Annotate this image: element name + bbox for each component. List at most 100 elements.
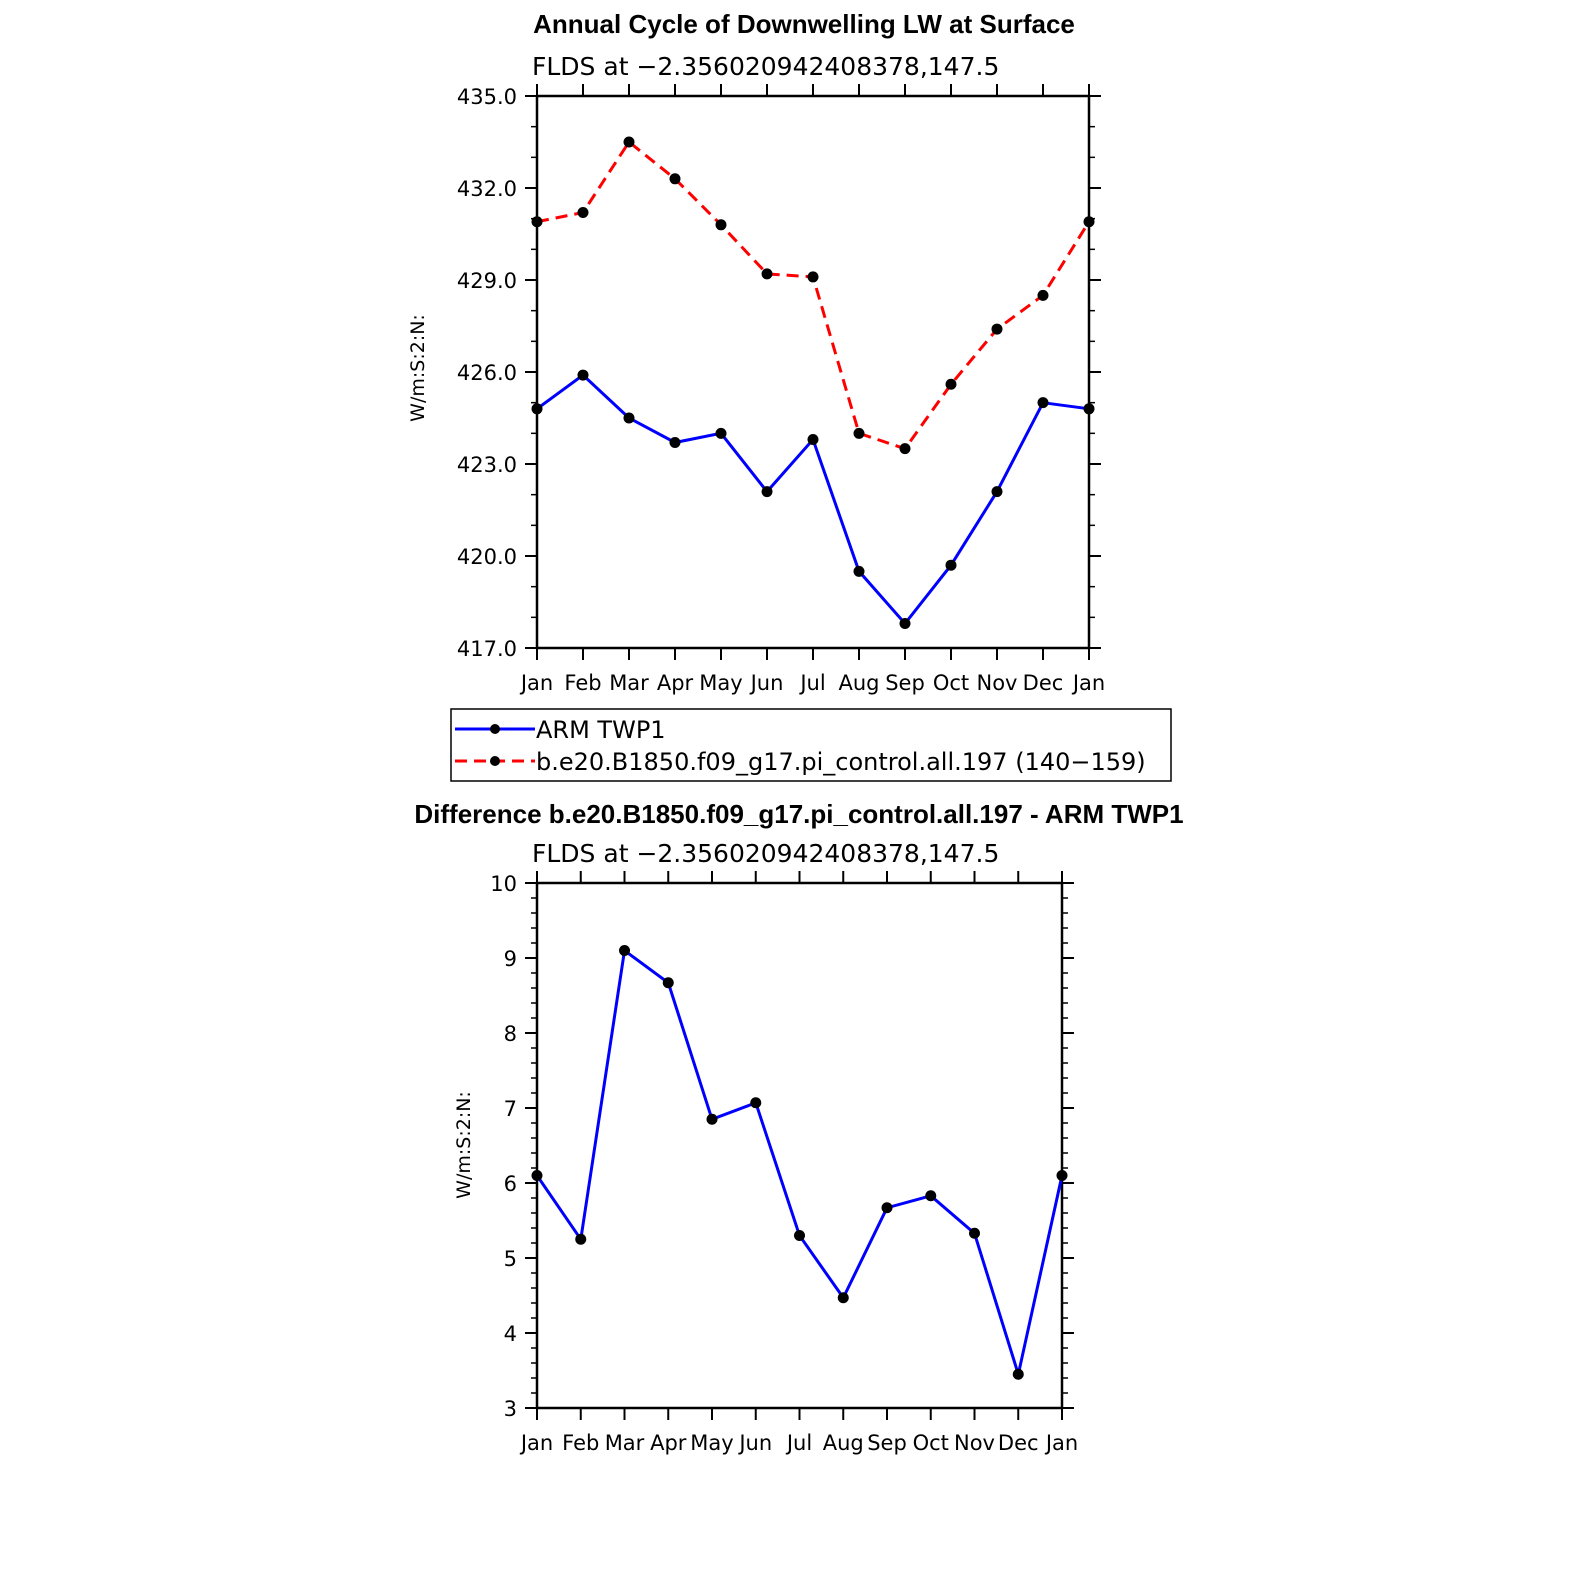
chart1-series-0-point <box>1037 397 1049 409</box>
chart1-series-0-point <box>991 486 1003 498</box>
chart1-subtitle: FLDS at −2.356020942408378,147.5 <box>532 52 999 81</box>
chart2-y-tick-label: 10 <box>490 872 517 896</box>
chart1-series-1-point <box>945 378 957 390</box>
chart1-series-0-point <box>807 433 819 445</box>
chart2-series-0-point <box>619 945 630 956</box>
chart1-series-0-point <box>531 403 543 415</box>
chart2-frame <box>535 881 1064 1410</box>
chart1-frame <box>535 94 1091 650</box>
chart1-y-tick-label: 423.0 <box>457 453 517 477</box>
chart2-x-tick-label: Aug <box>823 1431 864 1455</box>
chart1-x-tick-label: Nov <box>977 671 1018 695</box>
chart2-x-tick-label: May <box>690 1431 733 1455</box>
chart1-x-tick-label: Jun <box>749 671 784 695</box>
chart2-x-tick-label: Nov <box>954 1431 995 1455</box>
chart1-series-0-point <box>945 559 957 571</box>
chart1-series-0-point <box>853 565 865 577</box>
chart1-y-tick-label: 432.0 <box>457 177 517 201</box>
chart1-y-tick-label: 420.0 <box>457 545 517 569</box>
chart1-x-tick-label: Jul <box>798 671 825 695</box>
chart2-series-0-point <box>531 1170 543 1181</box>
chart1-x-tick-label: Aug <box>838 671 879 695</box>
chart1-series-0-point <box>577 369 589 381</box>
chart2-series-0-point <box>837 1292 849 1304</box>
chart1-series-1-point <box>531 216 543 228</box>
chart2-series-0-point <box>706 1113 718 1125</box>
chart1-series-1-point <box>899 443 911 455</box>
chart2-x-tick-label: Dec <box>998 1431 1039 1455</box>
chart2-series-0-point <box>575 1233 587 1245</box>
chart1-y-tick-label: 429.0 <box>457 269 517 293</box>
chart2-title: Difference b.e20.B1850.f09_g17.pi_contro… <box>414 799 1183 829</box>
chart2-series-0-point <box>1012 1368 1024 1380</box>
chart1-x-tick-label: Jan <box>519 671 553 695</box>
chart2-y-tick-label: 3 <box>504 1397 517 1421</box>
chart1-plot: Jan Feb Mar Apr May Jun Jul Aug Sep Oct Nov Dec Jan4… <box>457 84 1105 695</box>
chart1-series-1-point <box>1037 289 1049 301</box>
chart1-x-tick-label: Oct <box>933 671 969 695</box>
chart1-series-0-point <box>623 412 635 424</box>
chart2-series-0-point <box>1056 1170 1068 1181</box>
chart2-y-tick-label: 4 <box>504 1322 517 1346</box>
chart2-x-tick-label: Feb <box>562 1431 599 1455</box>
chart1-series-1-point <box>853 427 865 439</box>
legend-marker-arm <box>490 724 500 734</box>
chart1-x-tick-label: Mar <box>609 671 649 695</box>
chart2-series-0-point <box>925 1190 937 1202</box>
chart2-y-tick-label: 8 <box>504 1022 517 1046</box>
chart1-x-tick-label: Dec <box>1023 671 1064 695</box>
chart2-series-0-point <box>662 977 674 989</box>
chart1-series-1-point <box>715 219 727 231</box>
chart2-y-axis-label: W/m:S:2:N: <box>453 1091 475 1199</box>
chart2-subtitle: FLDS at −2.356020942408378,147.5 <box>532 839 999 868</box>
chart1-series-0-point <box>899 617 911 629</box>
legend-label-arm: ARM TWP1 <box>536 716 666 744</box>
chart1-x-tick-label: Jan <box>1071 671 1105 695</box>
chart1-series-1-point <box>1083 216 1095 228</box>
chart2-x-tick-label: Jun <box>737 1431 772 1455</box>
chart2-y-tick-label: 9 <box>504 947 517 971</box>
chart1-x-tick-label: Apr <box>657 671 694 695</box>
chart1-y-axis-label: W/m:S:2:N: <box>407 314 429 422</box>
chart2-y-tick-label: 7 <box>504 1097 517 1121</box>
chart1-series-1-point <box>761 268 773 280</box>
chart2-series-0-point <box>750 1097 762 1109</box>
chart2-series-0-point <box>794 1230 805 1241</box>
chart2-x-tick-label: Jan <box>1044 1431 1078 1455</box>
chart2-x-tick-label: Jan <box>519 1431 553 1455</box>
chart2-x-tick-label: Jul <box>785 1431 812 1455</box>
chart2-x-tick-label: Sep <box>867 1431 907 1455</box>
chart2-y-tick-label: 6 <box>504 1172 517 1196</box>
chart1-series-1-point <box>623 136 635 148</box>
chart2-x-tick-label: Oct <box>913 1431 949 1455</box>
chart2-plot: Jan Feb Mar Apr May Jun Jul Aug Sep Oct Nov Dec Jan1… <box>490 871 1078 1455</box>
legend: ARM TWP1 b.e20.B1850.f09_g17.pi_control.… <box>450 708 1172 782</box>
chart1-series-1-line <box>536 139 1091 451</box>
chart1-y-tick-label: 417.0 <box>457 637 517 661</box>
chart2-series-0-line <box>535 947 1064 1381</box>
chart1-series-0-line <box>536 373 1090 626</box>
chart1-title: Annual Cycle of Downwelling LW at Surfac… <box>533 9 1075 39</box>
chart1-series-1-point <box>807 271 819 283</box>
legend-marker-model <box>490 756 500 766</box>
chart2-x-tick-label: Mar <box>605 1431 645 1455</box>
chart1-y-tick-label: 435.0 <box>457 85 517 109</box>
chart1-series-1-point <box>991 323 1003 335</box>
chart1-y-tick-label: 426.0 <box>457 361 517 385</box>
chart2-series-0-point <box>881 1202 893 1214</box>
chart1-x-tick-label: May <box>699 671 742 695</box>
chart1-series-0-point <box>715 427 727 439</box>
chart2-series-0-point <box>969 1227 980 1239</box>
chart1-series-0-point <box>1083 403 1095 415</box>
chart1-series-0-point <box>761 486 773 498</box>
chart1-series-0-point <box>669 437 681 449</box>
chart1-series-1-point <box>577 207 589 219</box>
legend-label-model: b.e20.B1850.f09_g17.pi_control.all.197 (… <box>536 748 1146 776</box>
chart2-x-tick-label: Apr <box>650 1431 687 1455</box>
legend-box <box>450 708 1172 782</box>
chart1-series-1-point <box>669 173 681 185</box>
chart1-x-tick-label: Feb <box>564 671 601 695</box>
chart1-x-tick-label: Sep <box>885 671 925 695</box>
chart2-y-tick-label: 5 <box>504 1247 517 1271</box>
